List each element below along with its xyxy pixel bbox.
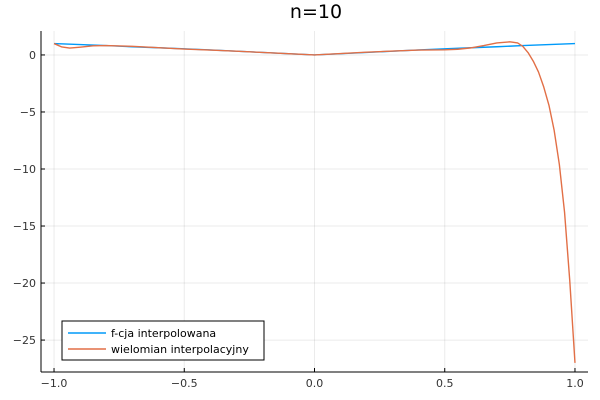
y-tick-label: −25: [13, 334, 36, 347]
legend: f-cja interpolowana wielomian interpolac…: [61, 320, 265, 361]
x-tick-label: 0.0: [306, 377, 324, 390]
y-tick-label: −20: [13, 277, 36, 290]
y-tick-label: 0: [29, 49, 36, 62]
x-tick-label: 1.0: [566, 377, 584, 390]
y-tick-label: −5: [20, 106, 36, 119]
legend-label-f-cja: f-cja interpolowana: [111, 327, 216, 340]
x-tick-label: −0.5: [171, 377, 198, 390]
chart-title: n=10: [290, 1, 342, 23]
series-line-1: [53, 41, 576, 363]
legend-box: [61, 320, 265, 361]
y-tick-label: −10: [13, 163, 36, 176]
x-tick-label: −1.0: [41, 377, 68, 390]
x-tick-label: 0.5: [436, 377, 454, 390]
legend-label-wielomian: wielomian interpolacyjny: [111, 343, 249, 356]
y-tick-label: −15: [13, 220, 36, 233]
axes: −1.0 −0.5 0.0 0.5 1.0 0 −5 −10 −15 −20 −25: [13, 31, 588, 390]
series-layer: [53, 41, 576, 363]
